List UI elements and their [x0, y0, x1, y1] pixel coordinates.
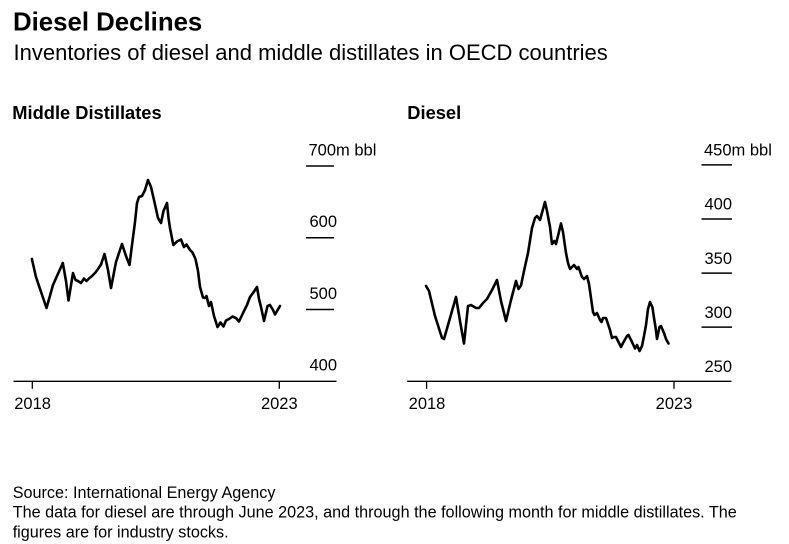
svg-text:300: 300 — [705, 304, 733, 322]
svg-text:2023: 2023 — [656, 395, 693, 413]
svg-text:350: 350 — [705, 250, 733, 268]
svg-text:figures are for industry stock: figures are for industry stocks. — [13, 523, 229, 541]
svg-text:250: 250 — [705, 358, 733, 376]
svg-text:Middle Distillates: Middle Distillates — [12, 102, 161, 123]
svg-text:Diesel Declines: Diesel Declines — [13, 9, 202, 37]
svg-text:600: 600 — [310, 213, 338, 231]
svg-text:Source: International Energy A: Source: International Energy Agency — [13, 484, 277, 502]
svg-text:400: 400 — [705, 196, 733, 214]
svg-text:Inventories of diesel and midd: Inventories of diesel and middle distill… — [14, 40, 608, 65]
svg-text:2023: 2023 — [261, 395, 298, 413]
svg-text:The data for diesel are throug: The data for diesel are through June 202… — [13, 504, 737, 522]
svg-text:2018: 2018 — [14, 395, 51, 413]
svg-text:450m bbl: 450m bbl — [704, 142, 772, 160]
svg-text:500: 500 — [310, 285, 338, 303]
svg-text:400: 400 — [310, 357, 338, 375]
svg-text:2018: 2018 — [409, 395, 446, 413]
svg-text:Diesel: Diesel — [407, 102, 461, 123]
svg-text:700m bbl: 700m bbl — [309, 142, 377, 160]
